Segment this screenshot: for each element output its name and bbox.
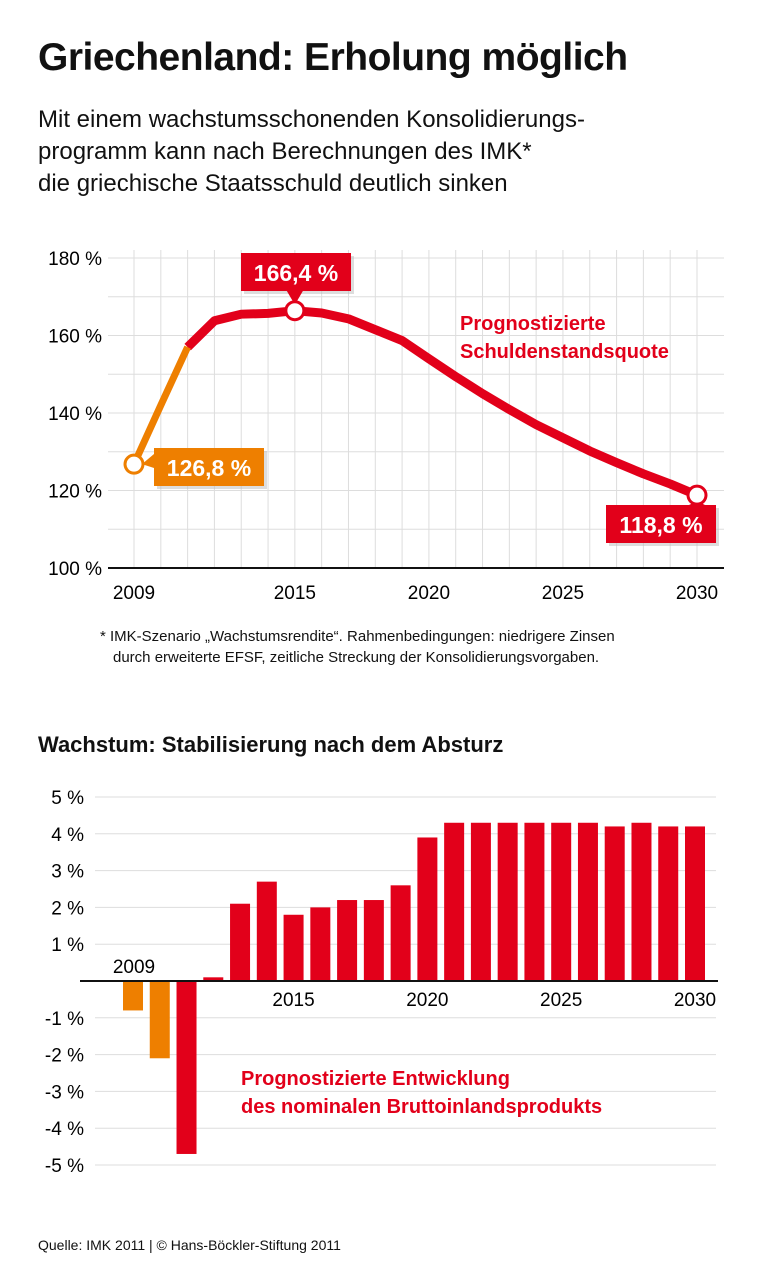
bar [417, 837, 438, 981]
bar [685, 826, 705, 981]
data-point-marker [123, 453, 145, 475]
y-tick-label: -3 % [45, 1082, 84, 1103]
bar [363, 900, 384, 981]
value-label-box [606, 505, 716, 543]
bar [631, 822, 652, 981]
y-tick-label: 140 % [48, 404, 102, 425]
label-pointer [286, 291, 303, 305]
x-tick-label: 2020 [408, 583, 450, 604]
bar [176, 981, 197, 1154]
bar [604, 826, 625, 981]
x-tick-label: 2015 [272, 990, 314, 1011]
subtitle-line: die griechische Staatsschuld deutlich si… [38, 170, 508, 197]
y-tick-label: 100 % [48, 559, 102, 580]
bar [658, 826, 679, 981]
value-label: 126,8 % [167, 455, 251, 481]
subtitle-line: Mit einem wachstumsschonenden Konsolidie… [38, 106, 585, 133]
x-tick-label: 2015 [274, 583, 316, 604]
subtitle: Mit einem wachstumsschonenden Konsolidie… [38, 104, 738, 200]
data-point-marker [686, 484, 708, 506]
section-title: Wachstum: Stabilisierung nach dem Abstur… [38, 732, 504, 757]
y-tick-label: -5 % [45, 1156, 84, 1177]
bar [470, 822, 491, 981]
bar [256, 881, 277, 981]
y-tick-label: -2 % [45, 1046, 84, 1067]
page-title: Griechenland: Erholung möglich [38, 36, 628, 79]
line-annotation: Schuldenstandsquote [460, 341, 669, 363]
value-label-box [241, 253, 351, 291]
value-label: 118,8 % [619, 512, 702, 538]
bar [310, 907, 331, 981]
bar [497, 822, 518, 981]
bar [390, 885, 411, 981]
y-tick-label: -1 % [45, 1009, 84, 1030]
bar [337, 900, 358, 981]
bar-annotation: des nominalen Bruttoinlandsprodukts [241, 1096, 602, 1118]
line-annotation: Prognostizierte [460, 313, 606, 335]
y-tick-label: 2 % [51, 898, 84, 919]
x-tick-label: 2020 [406, 990, 448, 1011]
y-tick-label: 3 % [51, 862, 84, 883]
y-tick-label: 180 % [48, 249, 102, 270]
x-tick-label: 2030 [676, 583, 718, 604]
y-tick-label: 5 % [51, 788, 84, 809]
bar-annotation: Prognostizierte Entwicklung [241, 1068, 510, 1090]
footnote-line: * IMK-Szenario „Wachstumsrendite“. Rahme… [100, 628, 615, 645]
debt-line-forecast [184, 306, 699, 500]
bar [149, 981, 170, 1059]
subtitle-line: programm kann nach Berechnungen des IMK* [38, 138, 532, 165]
debt-line-actual [130, 345, 191, 466]
y-tick-label: 160 % [48, 327, 102, 348]
bar [230, 903, 251, 981]
x-tick-label: 2009 [113, 583, 155, 604]
bar [123, 981, 143, 1011]
label-pointer [142, 454, 154, 468]
y-tick-label: 4 % [51, 825, 84, 846]
value-label-box [154, 448, 264, 486]
y-tick-label: 1 % [51, 935, 84, 956]
y-tick-label: 120 % [48, 482, 102, 503]
bar [524, 822, 545, 981]
value-label: 166,4 % [254, 260, 338, 286]
bar [551, 822, 572, 981]
x-tick-label: 2025 [542, 583, 584, 604]
bar [577, 822, 598, 981]
data-point-marker [284, 300, 306, 322]
x-tick-label: 2009 [113, 957, 155, 978]
bar [203, 977, 224, 981]
y-tick-label: -4 % [45, 1119, 84, 1140]
source: Quelle: IMK 2011 | © Hans-Böckler-Stiftu… [38, 1237, 341, 1253]
footnote: * IMK-Szenario „Wachstumsrendite“. Rahme… [100, 626, 615, 668]
x-tick-label: 2030 [674, 990, 716, 1011]
bar [444, 822, 465, 981]
bar [283, 914, 304, 981]
footnote-line: durch erweiterte EFSF, zeitliche Strecku… [113, 649, 600, 666]
x-tick-label: 2025 [540, 990, 582, 1011]
